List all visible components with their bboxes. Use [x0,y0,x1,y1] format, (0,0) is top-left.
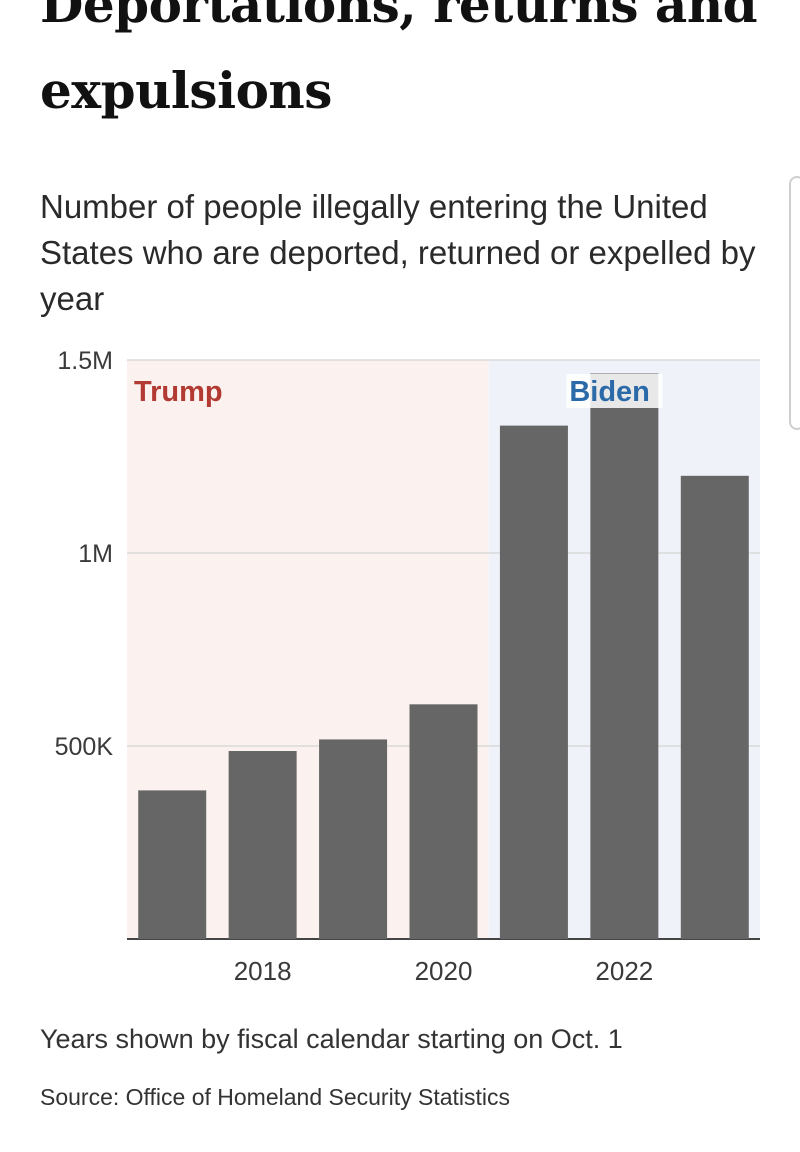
bar-2021 [499,425,568,939]
source-line: Source: Office of Homeland Security Stat… [40,1084,510,1110]
bars [138,373,749,939]
fiscal-year-note: Years shown by fiscal calendar starting … [40,1024,623,1054]
y-tick-label: 1M [78,540,113,568]
x-tick-label: 2020 [415,956,473,986]
period-label-backdrop [566,374,663,408]
period-label-trump: Trump [134,376,223,408]
period-label-biden: Biden [569,376,650,408]
bar-2023 [680,475,749,939]
x-tick-label: 2018 [234,956,292,986]
bar-2019 [319,739,388,939]
labels: 500K 1M 1.5M Trump Biden 2018 2020 2022 [55,347,663,986]
bar-2018 [228,751,297,939]
bar-chart: 500K 1M 1.5M Trump Biden 2018 2020 2022 [55,347,760,986]
y-tick-label: 1.5M [57,347,113,375]
x-tick-label: 2022 [595,956,653,986]
bar-2020 [409,704,478,939]
y-tick-label: 500K [55,733,114,761]
chart-subtitle: Number of people illegally entering the … [40,188,756,317]
chart-title: Deportations, returns and expulsions [40,0,758,120]
scrollbar-thumb[interactable] [789,176,800,430]
bar-2022 [590,373,659,939]
bar-2017 [138,790,207,939]
